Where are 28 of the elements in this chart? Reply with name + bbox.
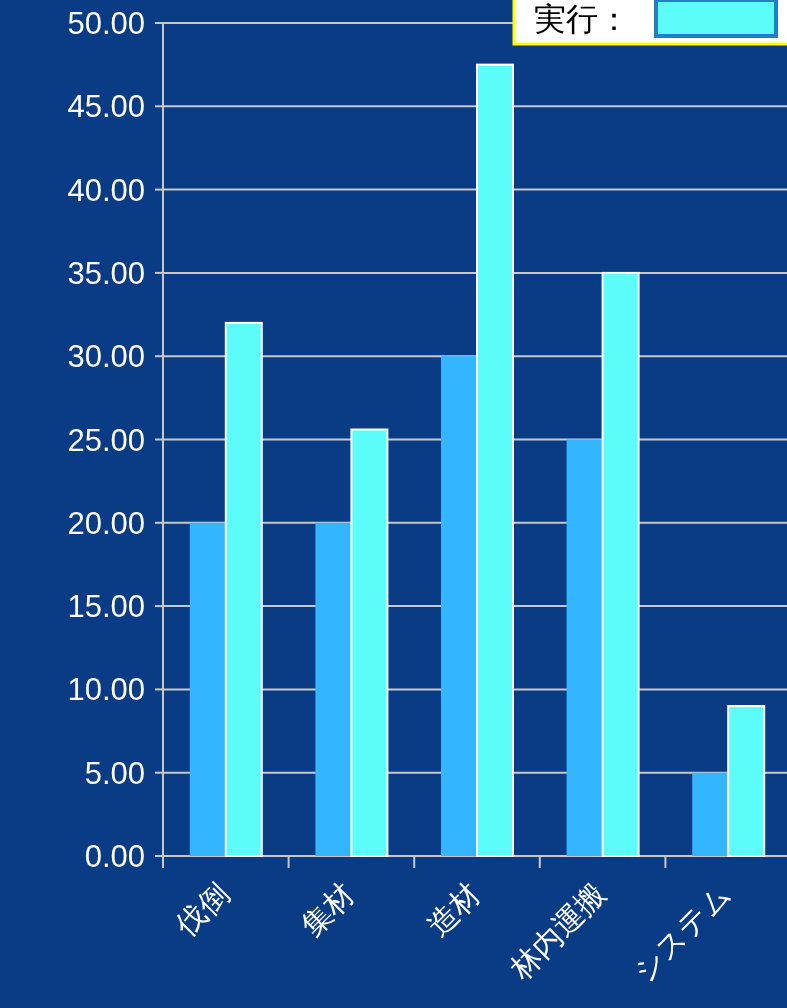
bar <box>224 321 263 857</box>
bar <box>189 522 226 856</box>
y-tick-label: 35.00 <box>67 255 145 291</box>
y-tick-label: 0.00 <box>84 839 145 874</box>
bar <box>315 522 352 856</box>
bar <box>566 439 603 856</box>
bar <box>350 428 389 857</box>
x-tick-label: 集材 <box>294 876 362 944</box>
legend: 実行： <box>512 0 787 46</box>
y-tick-label: 5.00 <box>84 755 145 791</box>
x-tick-label: 造材 <box>419 876 487 944</box>
y-tick-label: 40.00 <box>67 172 145 208</box>
y-tick-label: 45.00 <box>67 89 145 125</box>
y-tick-label: 50.00 <box>67 6 145 41</box>
bar <box>441 356 477 856</box>
y-tick-label: 25.00 <box>67 422 145 458</box>
y-tick-label: 30.00 <box>67 339 145 375</box>
y-tick-label: 10.00 <box>67 672 145 708</box>
y-tick-label: 15.00 <box>67 589 145 625</box>
bar <box>692 772 729 856</box>
legend-label: 実行： <box>534 0 630 38</box>
x-tick-label: システム <box>625 876 739 989</box>
bar <box>476 63 514 857</box>
x-tick-label: 林内運搬 <box>502 876 613 987</box>
x-tick-label: 伐倒 <box>168 876 236 944</box>
bar <box>727 705 766 857</box>
bar <box>601 271 640 857</box>
y-tick-label: 20.00 <box>67 505 145 541</box>
